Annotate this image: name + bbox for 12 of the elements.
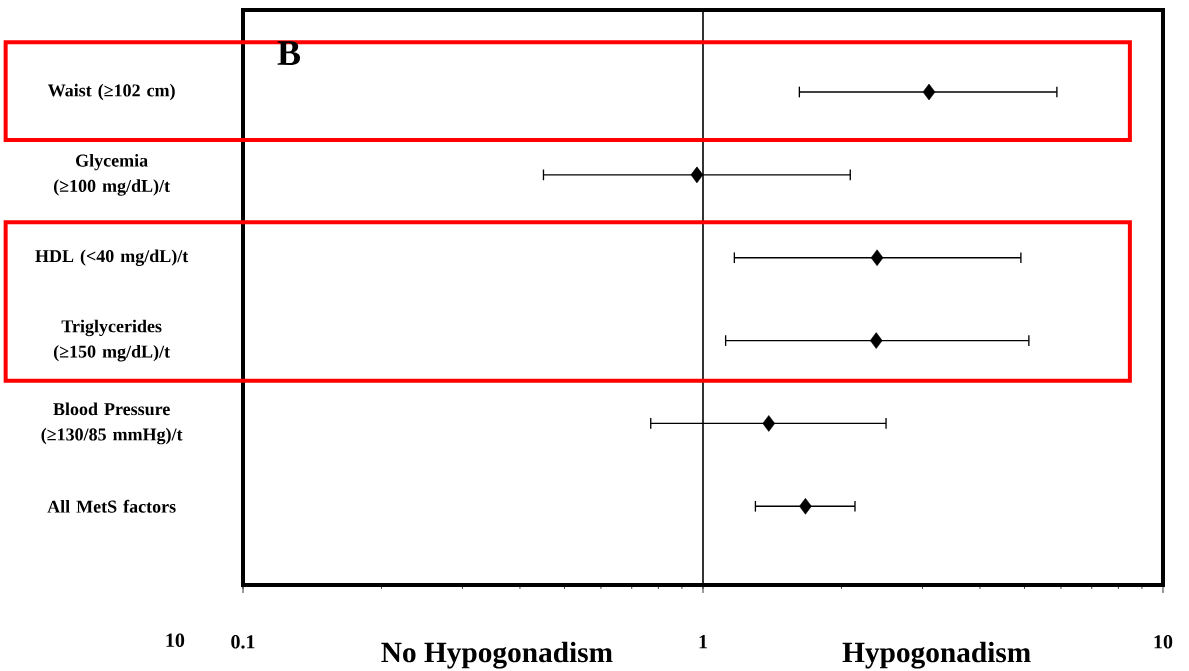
y-tick-label: Triglycerides (≥150 mg/dL)/t xyxy=(53,319,170,362)
y-tick-label: All MetS factors xyxy=(47,499,176,513)
x-tick-label: 1 xyxy=(699,635,707,649)
x-tick-label: 10 xyxy=(1154,635,1173,649)
annotation: B xyxy=(277,41,301,65)
text: Hypogonadism xyxy=(842,641,1031,669)
y-tick-label: HDL (<40 mg/dL)/t xyxy=(35,249,189,266)
text: No Hypogonadism xyxy=(381,641,613,669)
y-tick-label: Glycemia (≥100 mg/dL)/t xyxy=(53,153,170,196)
y-tick-label: Blood Pressure (≥130/85 mmHg)/t xyxy=(41,402,183,445)
y-tick-label: Waist (≥102 cm) xyxy=(47,83,175,101)
x-tick-label: 0.1 xyxy=(231,635,255,649)
